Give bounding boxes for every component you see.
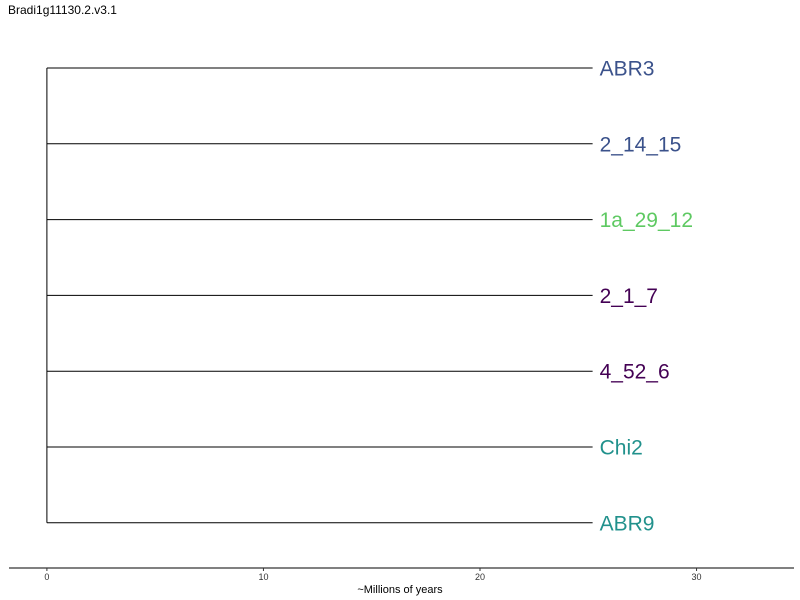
x-axis: 0 10 20 30 ~Millions of years <box>9 567 794 596</box>
x-tick-label: 30 <box>692 572 702 582</box>
tip-label: ABR9 <box>600 512 655 535</box>
x-axis-ticks: 0 10 20 30 <box>44 568 702 582</box>
x-tick-label: 0 <box>44 572 49 582</box>
tip-label: 4_52_6 <box>600 361 670 384</box>
tree-branches <box>46 67 593 524</box>
tip-label: 2_1_7 <box>600 285 658 308</box>
x-axis-title: ~Millions of years <box>357 584 443 596</box>
page-title: Bradi1g11130.2.v3.1 <box>8 3 117 17</box>
x-tick-label: 10 <box>258 572 268 582</box>
x-tick-label: 20 <box>475 572 485 582</box>
tip-label: 1a_29_12 <box>600 209 693 232</box>
tip-labels: ABR3 2_14_15 1a_29_12 2_1_7 4_52_6 Chi2 ABR9 <box>600 58 693 536</box>
tip-label: 2_14_15 <box>600 133 682 156</box>
tip-label: ABR3 <box>600 58 655 81</box>
tip-label: Chi2 <box>600 437 643 460</box>
